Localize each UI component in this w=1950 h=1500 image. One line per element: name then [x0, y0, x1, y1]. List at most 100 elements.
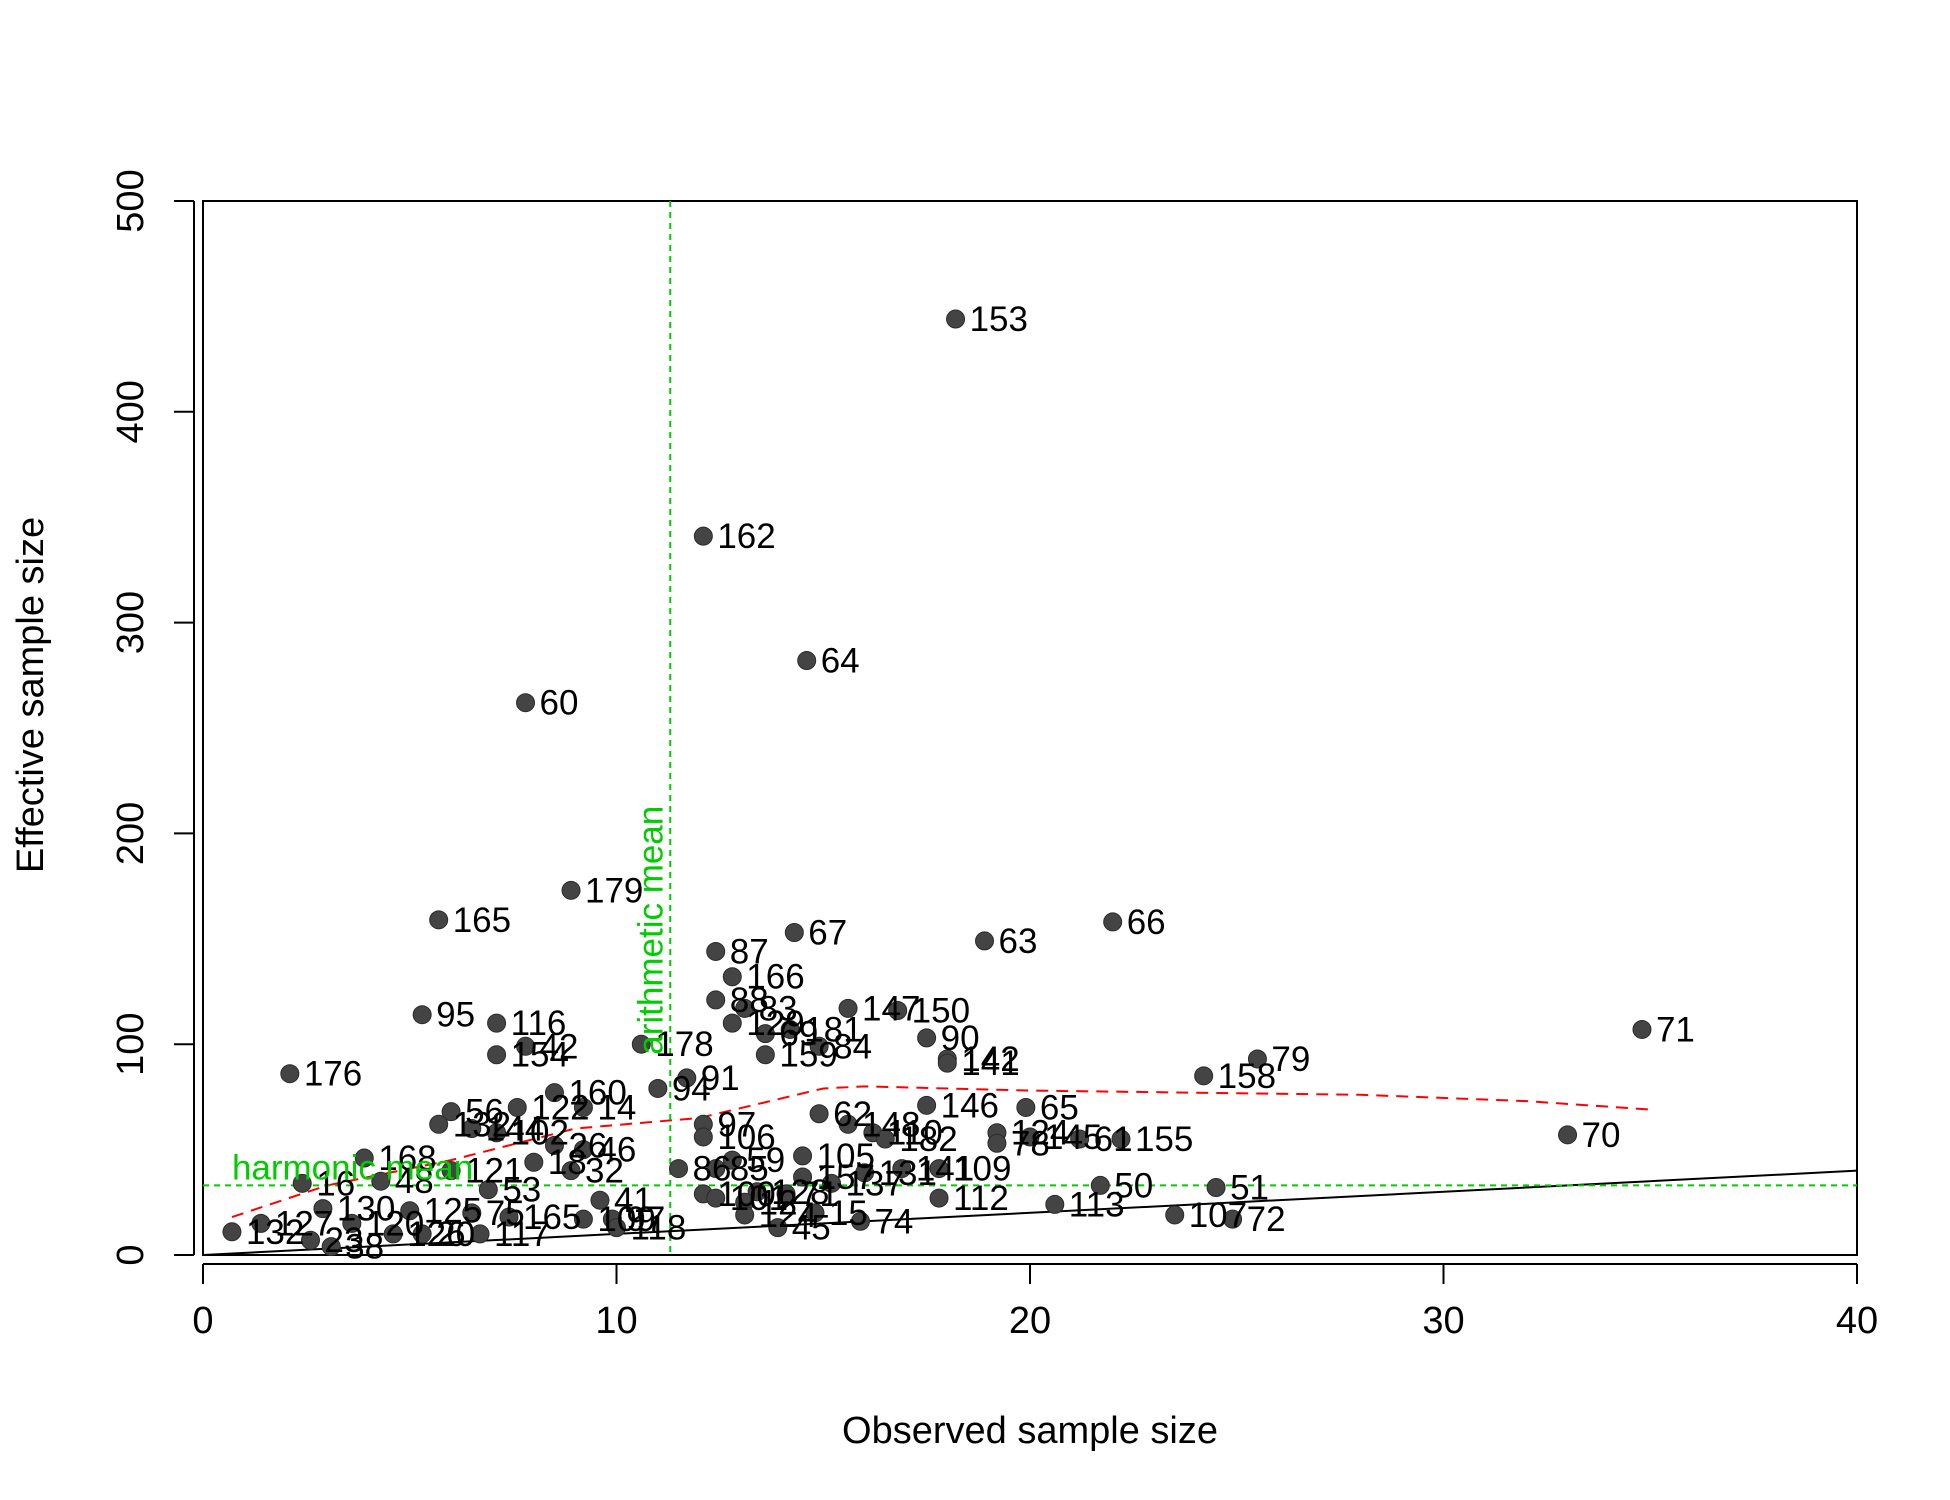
data-point — [937, 1053, 957, 1073]
point-label: 95 — [436, 996, 475, 1035]
point-label: 141 — [916, 1150, 974, 1189]
harmonic-mean-label: harmonic mean — [232, 1148, 473, 1187]
data-point — [776, 1184, 796, 1204]
data-point — [573, 1097, 593, 1117]
point-label: 88 — [730, 981, 769, 1020]
point-label: 155 — [1135, 1120, 1193, 1159]
point-label: 62 — [833, 1095, 872, 1134]
data-point — [780, 1019, 800, 1039]
point-label: 147 — [862, 989, 920, 1028]
point-label: 176 — [304, 1055, 362, 1094]
point-label: 23 — [325, 1221, 364, 1260]
data-point — [838, 998, 858, 1018]
y-tick-label: 100 — [110, 1012, 152, 1075]
point-label: 154 — [511, 1036, 569, 1075]
y-axis-label: Effective sample size — [10, 517, 52, 873]
point-label: 124 — [759, 1196, 817, 1235]
point-label: 132 — [453, 1105, 511, 1144]
point-label: 153 — [970, 300, 1028, 339]
point-label: 46 — [597, 1131, 636, 1170]
data-point — [706, 990, 726, 1010]
point-label: 61 — [1094, 1120, 1133, 1159]
point-label: 51 — [1230, 1169, 1269, 1208]
point-label: 118 — [631, 1209, 687, 1248]
data-point — [1090, 1175, 1110, 1195]
plot-frame — [202, 200, 1858, 1256]
smooth-line — [231, 1085, 1651, 1219]
point-label: 168 — [378, 1139, 436, 1178]
data-point — [693, 526, 713, 546]
point-label: 145 — [1044, 1118, 1102, 1157]
point-label: 84 — [833, 1027, 872, 1066]
data-point — [875, 1129, 895, 1149]
point-label: 67 — [808, 913, 847, 952]
x-tick-label: 40 — [1836, 1300, 1878, 1342]
point-label: 74 — [874, 1202, 913, 1241]
data-point — [412, 1224, 432, 1244]
data-point — [507, 1097, 527, 1117]
point-label: 129 — [746, 1004, 804, 1043]
data-point — [573, 1209, 593, 1229]
data-point — [892, 1159, 912, 1179]
data-point — [722, 967, 742, 987]
point-label: 132 — [246, 1213, 304, 1252]
data-point — [429, 910, 449, 930]
data-point — [544, 1135, 564, 1155]
y-tick-label: 200 — [110, 802, 152, 865]
point-label: 130 — [337, 1190, 395, 1229]
point-label: 90 — [941, 1019, 980, 1058]
data-point — [793, 1167, 813, 1187]
data-point — [487, 1045, 507, 1065]
data-point — [371, 1171, 391, 1191]
point-label: 144 — [486, 1110, 544, 1149]
point-label: 71 — [1656, 1010, 1695, 1049]
data-point — [499, 1207, 519, 1227]
point-label: 141 — [961, 1044, 1019, 1083]
data-point — [1045, 1194, 1065, 1214]
data-point — [805, 1203, 825, 1223]
data-point — [706, 1188, 726, 1208]
point-label: 128 — [771, 1173, 829, 1212]
point-label: 182 — [899, 1120, 957, 1159]
data-point — [222, 1222, 242, 1242]
point-label: 101 — [730, 1179, 788, 1218]
data-point — [544, 1083, 564, 1103]
point-label: 91 — [701, 1059, 740, 1098]
data-point — [929, 1188, 949, 1208]
point-label: 97 — [626, 1200, 665, 1239]
y-tick-label: 0 — [110, 1244, 152, 1265]
point-label: 72 — [1247, 1200, 1286, 1239]
point-label: 178 — [655, 1025, 713, 1064]
point-label: 125 — [424, 1192, 482, 1231]
data-point — [693, 1127, 713, 1147]
data-point — [573, 1140, 593, 1160]
data-point — [561, 1161, 581, 1181]
data-point — [301, 1230, 321, 1250]
point-label: 117 — [494, 1215, 550, 1254]
point-label: 148 — [862, 1105, 920, 1144]
point-label: 146 — [941, 1086, 999, 1125]
point-label: 53 — [502, 1171, 541, 1210]
data-point — [975, 931, 995, 951]
data-point — [251, 1213, 271, 1233]
data-point — [747, 1182, 767, 1202]
data-point — [462, 1119, 482, 1139]
point-label: 42 — [540, 1027, 579, 1066]
point-label: 121 — [465, 1152, 523, 1191]
point-label: 160 — [568, 1074, 626, 1113]
data-point — [487, 1123, 507, 1143]
point-label: 45 — [792, 1209, 831, 1248]
point-label: 20 — [436, 1215, 475, 1254]
point-label: 78 — [1011, 1124, 1050, 1163]
data-point — [917, 1095, 937, 1115]
point-label: 14 — [597, 1088, 636, 1127]
point-label: 65 — [1040, 1088, 1079, 1127]
point-label: 60 — [540, 684, 579, 723]
point-label: 150 — [912, 991, 970, 1030]
data-point — [929, 1159, 949, 1179]
point-label: 110 — [887, 1114, 943, 1153]
point-label: 157 — [817, 1158, 875, 1197]
point-label: 83 — [759, 989, 798, 1028]
data-point — [487, 1013, 507, 1033]
point-label: 86 — [693, 1150, 732, 1189]
